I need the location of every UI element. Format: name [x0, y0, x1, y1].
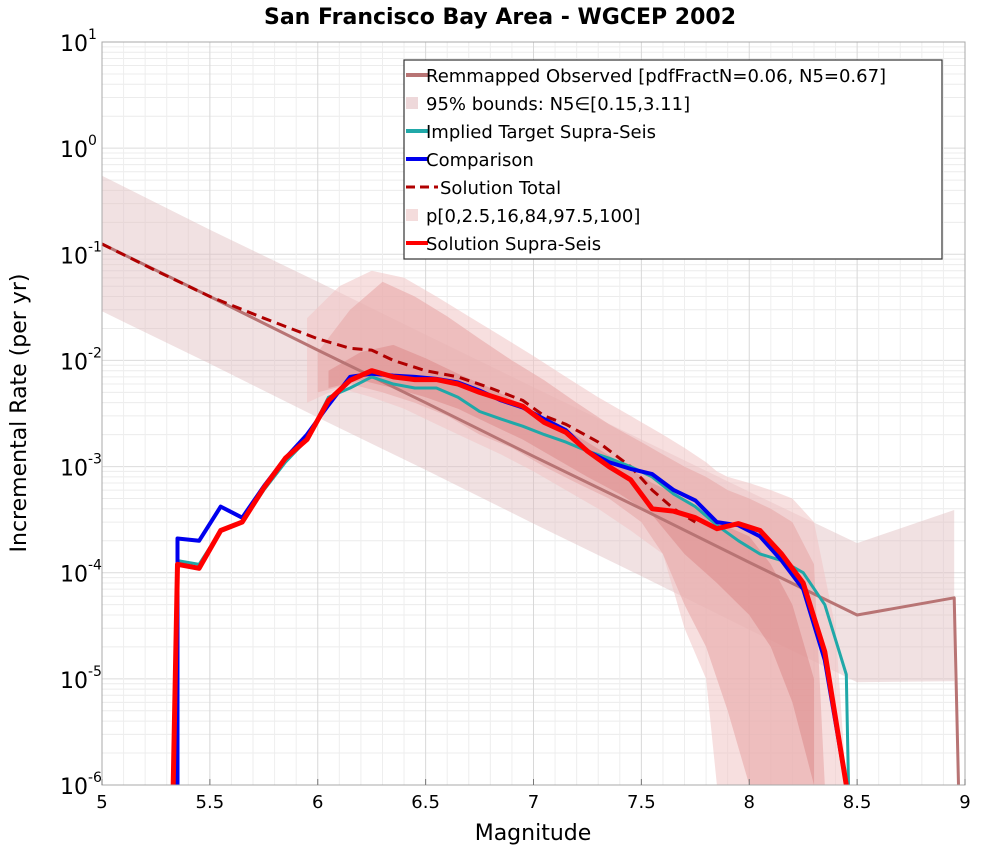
y-axis-label: Incremental Rate (per yr)	[7, 274, 32, 553]
legend-label: 95% bounds: N5∈[0.15,3.11]	[426, 94, 690, 115]
legend-box	[403, 59, 943, 260]
y-axis-ticks: 101 100 10-1 10-2 10-3 10-4 10-5 10-6	[60, 27, 102, 800]
legend-swatch	[406, 97, 418, 109]
legend-label: Remmapped Observed [pdfFractN=0.06, N5=0…	[426, 66, 886, 87]
chart-title: San Francisco Bay Area - WGCEP 2002	[264, 5, 736, 30]
y-tick-label: 100	[60, 133, 97, 163]
x-tick-label: 5	[96, 792, 107, 813]
percentile-bands	[102, 175, 955, 785]
legend-label: Solution Total	[440, 178, 561, 199]
series-line	[170, 368, 849, 786]
legend-swatch	[406, 209, 418, 221]
x-tick-label: 5.5	[196, 792, 225, 813]
x-tick-label: 6.5	[411, 792, 440, 813]
series-lines	[101, 242, 960, 786]
y-tick-label: 10-1	[60, 239, 102, 269]
x-tick-label: 7.5	[627, 792, 656, 813]
band-area	[317, 281, 825, 785]
legend-label: Implied Target Supra-Seis	[426, 122, 656, 143]
legend-label: Comparison	[426, 150, 534, 171]
legend-label: p[0,2.5,16,84,97.5,100]	[426, 206, 640, 227]
x-tick-label: 8.5	[843, 792, 872, 813]
series-line	[101, 242, 960, 786]
y-tick-label: 10-2	[60, 345, 102, 375]
y-tick-label: 10-4	[60, 558, 102, 588]
y-tick-label: 10-6	[60, 770, 102, 800]
x-axis-label: Magnitude	[475, 821, 592, 846]
y-tick-label: 101	[60, 27, 97, 57]
y-tick-label: 10-5	[60, 664, 102, 694]
x-tick-label: 7	[528, 792, 539, 813]
legend-label: Solution Supra-Seis	[426, 234, 601, 255]
x-tick-label: 8	[744, 792, 755, 813]
legend: Remmapped Observed [pdfFractN=0.06, N5=0…	[403, 59, 943, 260]
x-tick-label: 9	[959, 792, 970, 813]
x-tick-label: 6	[312, 792, 323, 813]
y-tick-label: 10-3	[60, 452, 102, 482]
x-axis-ticks: 5 5.5 6 6.5 7 7.5 8 8.5 9	[96, 779, 971, 813]
